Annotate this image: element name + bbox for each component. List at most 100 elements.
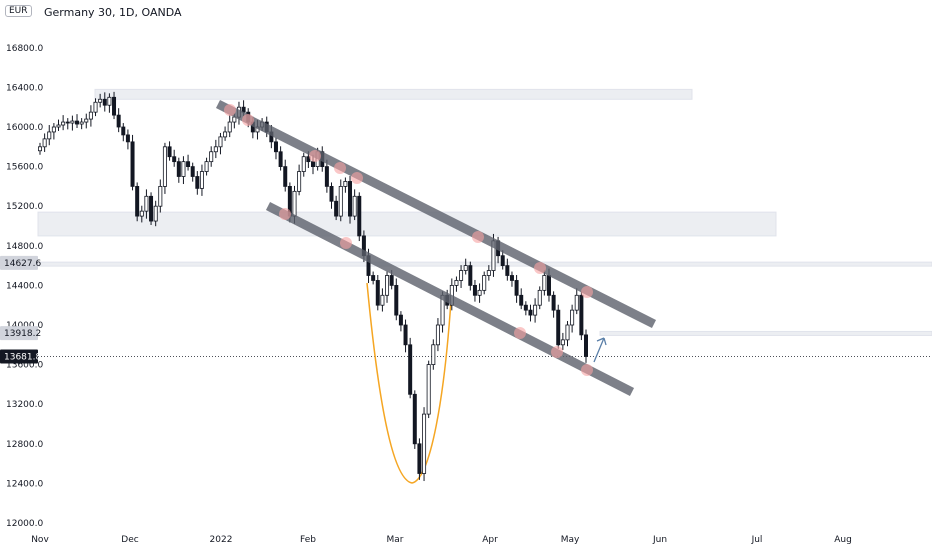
price-label-box: [0, 326, 38, 341]
candle-up: [56, 124, 61, 128]
candle-down: [528, 309, 533, 316]
candle-up: [213, 146, 218, 153]
candle-up: [70, 120, 75, 124]
candle-up: [463, 265, 468, 271]
y-tick-label: 16400.0: [6, 83, 43, 93]
candle-down: [186, 161, 191, 167]
candle-down: [65, 121, 70, 124]
candle-down: [371, 275, 376, 281]
x-tick-label: May: [561, 535, 580, 545]
candle-up: [297, 171, 302, 192]
candle-down: [75, 120, 80, 125]
u-shape-curve: [366, 282, 453, 484]
touch-point-marker: [340, 237, 352, 249]
candle-down: [121, 126, 126, 136]
candle-up: [51, 126, 56, 133]
candle-up: [98, 98, 103, 103]
x-tick-label: Jul: [751, 535, 763, 545]
candle-up: [343, 181, 348, 187]
currency-badge[interactable]: EUR: [5, 5, 32, 17]
price-label-box: [0, 255, 38, 270]
candle-up: [560, 339, 565, 346]
y-tick-label: 12400.0: [6, 479, 43, 489]
y-tick-label: 14400.0: [6, 281, 43, 291]
channel-lower-line: [265, 201, 635, 397]
price-label-text: 13681.8: [4, 353, 41, 363]
up-arrow-icon: [593, 337, 607, 363]
candle-down: [584, 334, 589, 357]
candle-up: [426, 364, 431, 415]
candle-up: [158, 185, 163, 207]
candle-up: [301, 156, 306, 172]
candle-up: [352, 195, 357, 217]
candle-up: [107, 96, 112, 106]
y-tick-label: 16800.0: [6, 44, 43, 54]
candle-up: [223, 131, 228, 138]
x-tick-label: Apr: [482, 535, 498, 545]
candle-down: [514, 280, 519, 296]
candle-down: [546, 275, 551, 296]
candle-up: [181, 161, 186, 177]
zone-1: [37, 211, 777, 237]
y-tick-label: 13200.0: [6, 400, 43, 410]
candle-down: [357, 195, 362, 237]
candle-down: [394, 284, 399, 316]
candle-down: [509, 275, 514, 281]
y-tick-label: 14800.0: [6, 242, 43, 252]
candle-up: [88, 111, 93, 120]
candle-up: [209, 151, 214, 163]
touch-point-marker: [351, 172, 363, 184]
candle-up: [79, 121, 84, 125]
candle-up: [482, 275, 487, 291]
touch-point-marker: [514, 327, 526, 339]
y-tick-label: 12000.0: [6, 519, 43, 529]
candle-up: [227, 121, 232, 133]
price-label-text: 13918.2: [4, 329, 41, 339]
candle-down: [278, 151, 283, 167]
candle-down: [190, 166, 195, 177]
candle-down: [500, 255, 505, 266]
candle-down: [176, 161, 181, 177]
candle-down: [112, 96, 117, 116]
candle-down: [125, 134, 130, 143]
candle-down: [505, 265, 510, 276]
candle-up: [42, 138, 47, 148]
x-tick-label: Feb: [300, 535, 316, 545]
y-tick-label: 15200.0: [6, 202, 43, 212]
candle-down: [149, 195, 154, 222]
candle-up: [84, 118, 89, 123]
y-tick-label: 14000.0: [6, 321, 43, 331]
candle-up: [454, 280, 459, 286]
x-tick-label: Nov: [31, 535, 49, 545]
candle-down: [519, 294, 524, 306]
candle-down: [389, 275, 394, 286]
candle-down: [167, 146, 172, 158]
candle-down: [556, 309, 561, 346]
touch-point-marker: [534, 262, 546, 274]
candle-up: [422, 413, 427, 474]
candle-down: [468, 265, 473, 286]
candle-up: [533, 304, 538, 316]
x-tick-label: Jun: [652, 535, 667, 545]
candle-down: [551, 294, 556, 311]
x-tick-label: Dec: [121, 535, 138, 545]
channel-upper-line: [215, 99, 657, 329]
touch-point-marker: [309, 150, 321, 162]
touch-point-marker: [472, 231, 484, 243]
y-tick-label: 16000.0: [6, 123, 43, 133]
touch-point-marker: [581, 364, 593, 376]
candle-down: [310, 161, 315, 167]
x-tick-label: Aug: [834, 535, 852, 545]
candle-up: [385, 275, 390, 296]
candle-up: [199, 171, 204, 189]
candle-down: [334, 200, 339, 217]
candle-down: [523, 304, 528, 311]
candle-up: [574, 294, 579, 311]
candle-up: [153, 205, 158, 222]
touch-point-marker: [279, 208, 291, 220]
candle-down: [398, 314, 403, 326]
candle-down: [348, 181, 353, 217]
candle-up: [61, 121, 66, 126]
touch-point-marker: [581, 286, 593, 298]
